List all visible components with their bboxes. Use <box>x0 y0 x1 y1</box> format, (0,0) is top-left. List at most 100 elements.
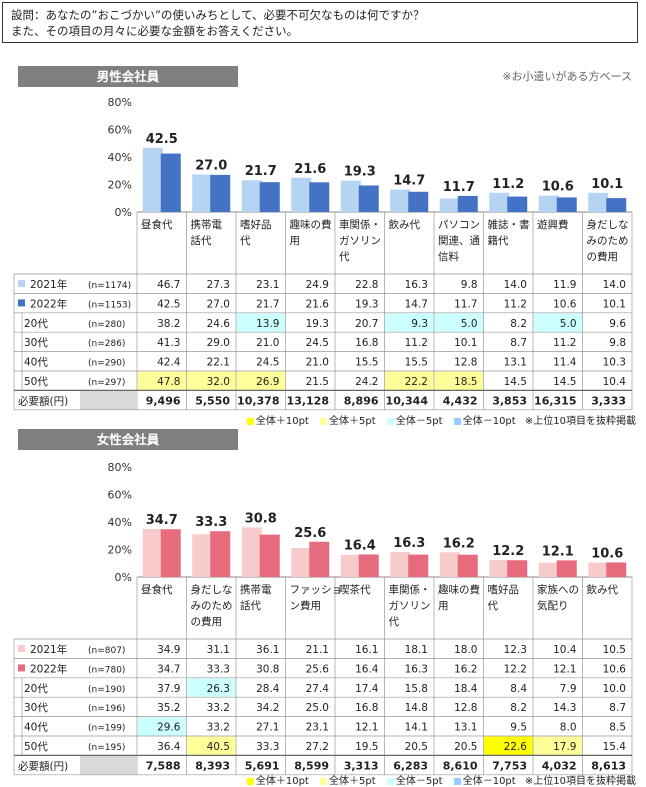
category-label: 話代 <box>240 599 261 612</box>
bar-value-label: 10.6 <box>542 180 574 195</box>
bar-value-label: 16.3 <box>393 536 425 551</box>
row-label: 40代 <box>24 357 48 369</box>
table-cell: 14.7 <box>405 298 428 310</box>
table-cell: 24.2 <box>355 376 378 388</box>
category-label: 代 <box>488 600 499 612</box>
table-cell: 13.1 <box>504 357 527 369</box>
category-label: 飲み代 <box>587 583 619 596</box>
bar-2021 <box>390 552 411 577</box>
required-amount: 10,378 <box>237 394 279 407</box>
table-cell: 25.6 <box>306 663 330 675</box>
bar-2021 <box>439 552 460 577</box>
category-label: 遊興費 <box>537 218 569 231</box>
table-cell: 9.8 <box>609 337 626 349</box>
bar-2021 <box>439 198 460 212</box>
required-amount: 10,344 <box>386 394 429 407</box>
table-cell: 36.4 <box>157 741 181 753</box>
legend-note: ※上位10項目を抜粋掲載 <box>524 776 636 787</box>
bar-2021 <box>192 174 213 212</box>
row-n: (n=196) <box>88 704 125 714</box>
row-n: (n=280) <box>88 320 125 330</box>
bar-2022 <box>309 541 330 577</box>
table-cell: 46.7 <box>157 279 180 291</box>
row-swatch <box>18 645 25 652</box>
row-swatch <box>18 299 25 307</box>
bar-2021 <box>142 529 163 577</box>
cell-highlight <box>484 736 533 755</box>
legend-swatch-minus10 <box>453 417 461 425</box>
table-cell: 10.6 <box>553 298 577 310</box>
legend-swatch-plus5 <box>320 777 328 785</box>
table-cell: 29.0 <box>207 337 230 349</box>
bar-value-label: 12.1 <box>542 544 574 559</box>
bar-value-label: 30.8 <box>245 511 277 526</box>
legend-label-minus5: 全体－5pt <box>395 416 443 427</box>
table-cell: 11.2 <box>553 337 576 349</box>
table-cell: 27.1 <box>256 722 279 734</box>
required-amount: 16,315 <box>534 394 576 407</box>
required-amount: 3,333 <box>591 394 626 407</box>
table-cell: 13.1 <box>454 722 477 734</box>
required-label: 必要額(円) <box>18 759 68 772</box>
table-cell: 42.4 <box>157 357 181 369</box>
legend-label-minus10: 全体－10pt <box>462 416 516 427</box>
y-tick-label: 60% <box>108 489 132 502</box>
table-cell: 11.7 <box>454 298 477 310</box>
table-cell: 47.8 <box>157 376 180 388</box>
bar-2022 <box>606 198 627 212</box>
male-chart: 0% 20% 40% 60% 80% 42.5 27.0 21.7 21.6 19.3 14.7 11… <box>13 96 633 411</box>
legend-note: ※上位10項目を抜粋掲載 <box>524 416 636 427</box>
bar-2021 <box>241 527 262 577</box>
table-cell: 9.6 <box>609 318 626 330</box>
category-label: 身だしな <box>587 218 629 231</box>
required-amount: 8,599 <box>294 759 329 772</box>
table-cell: 8.2 <box>510 702 527 714</box>
table-cell: 25.0 <box>306 702 329 714</box>
female-chart: 0% 20% 40% 60% 80% 34.7 33.3 30.8 25.6 16.4 16.3 16… <box>13 461 633 776</box>
bar-2022 <box>408 554 429 577</box>
category-label: 関連、通 <box>438 234 480 247</box>
table-cell: 11.9 <box>553 279 576 291</box>
category-label: みのため <box>191 600 233 612</box>
table-cell: 21.0 <box>306 357 329 369</box>
table-cell: 20.5 <box>405 741 428 753</box>
required-amount: 3,313 <box>344 759 379 772</box>
row-n: (n=780) <box>88 665 125 675</box>
bar-value-label: 16.2 <box>443 536 475 551</box>
table-cell: 9.3 <box>411 318 428 330</box>
required-amount: 4,432 <box>443 394 478 407</box>
category-label: 雑誌・書 <box>488 218 530 231</box>
table-cell: 9.5 <box>510 722 527 734</box>
table-cell: 10.6 <box>603 663 627 675</box>
table-cell: 14.3 <box>553 702 576 714</box>
table-cell: 26.9 <box>256 376 279 388</box>
required-amount: 3,853 <box>492 394 527 407</box>
required-amount: 5,550 <box>195 394 230 407</box>
cell-highlight <box>137 717 186 736</box>
bar-2021 <box>489 560 510 577</box>
table-cell: 27.2 <box>306 741 329 753</box>
table-cell: 15.5 <box>405 357 428 369</box>
table-cell: 5.0 <box>461 318 478 330</box>
table-cell: 36.1 <box>256 644 279 656</box>
table-cell: 16.8 <box>355 337 378 349</box>
table-cell: 23.1 <box>256 279 279 291</box>
bar-value-label: 27.0 <box>195 158 227 173</box>
bar-2021 <box>588 562 609 577</box>
bar-value-label: 33.3 <box>195 515 227 530</box>
required-amount: 9,496 <box>146 394 181 407</box>
table-cell: 12.8 <box>454 357 477 369</box>
legend-label-plus5: 全体＋5pt <box>329 776 376 787</box>
category-label: 嗜好品 <box>488 584 520 596</box>
category-label: 車関係・ <box>339 218 381 231</box>
table-cell: 7.9 <box>560 683 577 695</box>
bar-2021 <box>538 562 559 577</box>
category-label: 用 <box>290 235 301 247</box>
table-cell: 21.6 <box>306 298 330 310</box>
bar-value-label: 11.7 <box>443 180 475 195</box>
female-legend: 全体＋10pt 全体＋5pt 全体－5pt 全体－10pt ※上位10項目を抜粋… <box>239 772 636 787</box>
bar-2022 <box>606 562 627 577</box>
table-cell: 21.0 <box>256 337 279 349</box>
table-cell: 9.8 <box>461 279 478 291</box>
row-label: 2022年 <box>30 297 67 310</box>
